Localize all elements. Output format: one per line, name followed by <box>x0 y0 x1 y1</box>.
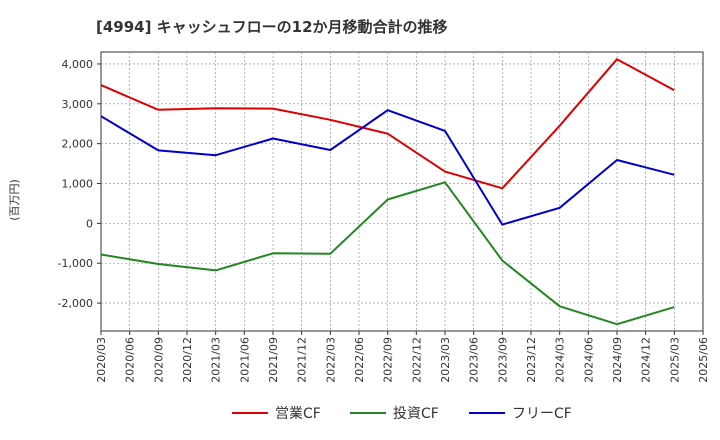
series-line-営業CF <box>100 58 675 190</box>
chart-title: [4994] キャッシュフローの12か月移動合計の推移 <box>96 18 448 36</box>
x-tick-label: 2020/09 <box>152 337 165 383</box>
x-tick-label: 2025/06 <box>697 337 710 383</box>
y-tick-label: 2,000 <box>62 138 94 151</box>
x-tick-label: 2020/12 <box>181 337 194 383</box>
x-tick-label: 2024/09 <box>611 337 624 383</box>
x-tick-label: 2021/06 <box>238 337 251 383</box>
plot-area <box>100 51 704 332</box>
x-tick-label: 2022/12 <box>410 337 423 383</box>
y-tick-label: 0 <box>86 217 93 230</box>
y-tick-label: -1,000 <box>58 257 93 270</box>
x-tick-label: 2023/12 <box>525 337 538 383</box>
y-tick-label: 1,000 <box>62 178 94 191</box>
y-axis-label: (百万円) <box>8 179 21 221</box>
legend-label: フリーCF <box>512 406 572 422</box>
x-tick-label: 2023/06 <box>468 337 481 383</box>
x-tick-label: 2022/06 <box>353 337 366 383</box>
x-tick-label: 2024/06 <box>582 337 595 383</box>
x-tick-label: 2021/03 <box>210 337 223 383</box>
x-tick-label: 2025/03 <box>668 337 681 383</box>
y-tick-label: 4,000 <box>62 58 94 71</box>
y-tick-label: 3,000 <box>62 98 94 111</box>
series-lines <box>100 58 675 326</box>
y-axis-ticks: 4,000 3,000 2,000 1,000 0 -1,000 -2,000 <box>58 58 101 310</box>
x-tick-label: 2022/09 <box>382 337 395 383</box>
legend-label: 投資CF <box>393 406 439 422</box>
x-tick-label: 2023/03 <box>439 337 452 383</box>
legend: 営業CF 投資CF フリーCF <box>232 406 572 422</box>
x-tick-label: 2021/09 <box>267 337 280 383</box>
x-tick-label: 2024/03 <box>554 337 567 383</box>
series-line-投資CF <box>100 181 675 326</box>
x-tick-label: 2020/06 <box>124 337 137 383</box>
series-line-フリーCF <box>100 109 675 226</box>
x-tick-label: 2022/03 <box>324 337 337 383</box>
x-tick-label: 2023/09 <box>496 337 509 383</box>
x-tick-label: 2021/12 <box>296 337 309 383</box>
x-tick-label: 2020/03 <box>95 337 108 383</box>
x-axis-ticks: 2020/03 2020/06 2020/09 2020/12 2021/03 2021/… <box>95 331 710 383</box>
x-tick-label: 2024/12 <box>640 337 653 383</box>
legend-label: 営業CF <box>275 406 321 422</box>
grid-lines <box>101 52 703 331</box>
y-tick-label: -2,000 <box>58 297 93 310</box>
